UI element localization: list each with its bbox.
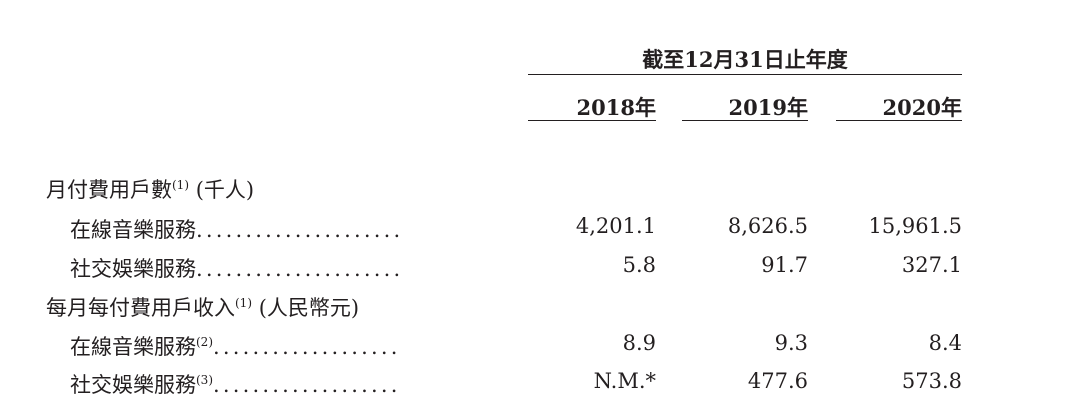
footnote-marker: (1) xyxy=(172,178,189,192)
section-title-paying-users: 月付費用戶數(1) (千人) xyxy=(46,174,254,204)
cell-value: 15,961.5 xyxy=(868,214,962,238)
period-header: 截至12月31日止年度 xyxy=(642,47,848,72)
dot-leader: ................... xyxy=(213,373,401,397)
cell-value: 477.6 xyxy=(747,369,808,393)
cell-value: 9.3 xyxy=(774,331,808,355)
row-label-text: 社交娛樂服務 xyxy=(70,373,196,397)
year-header-2018: 2018年 xyxy=(576,95,656,120)
section-unit: (千人) xyxy=(195,178,255,202)
cell-value: 8.4 xyxy=(928,331,962,355)
section-title-arppu: 每月每付費用戶收入(1) (人民幣元) xyxy=(46,292,359,322)
row-label: 社交娛樂服務..................... xyxy=(70,253,403,283)
section-title-text: 月付費用戶數 xyxy=(46,178,172,202)
row-label-text: 社交娛樂服務 xyxy=(70,257,196,281)
cell-value: 8,626.5 xyxy=(727,214,808,238)
year-rule-2020 xyxy=(836,120,962,121)
cell-value: 573.8 xyxy=(901,369,962,393)
year-rule-2018 xyxy=(528,120,656,121)
dot-leader: ..................... xyxy=(196,218,404,242)
dot-leader: ..................... xyxy=(196,257,404,281)
year-header-2020: 2020年 xyxy=(882,95,962,120)
section-unit: (人民幣元) xyxy=(258,296,360,320)
cell-value: 327.1 xyxy=(901,253,962,277)
cell-value: 8.9 xyxy=(622,331,656,355)
row-label-text: 在線音樂服務 xyxy=(70,335,196,359)
row-label: 在線音樂服務(2)................... xyxy=(70,331,401,361)
footnote-marker: (3) xyxy=(196,373,213,387)
cell-value: 5.8 xyxy=(622,253,656,277)
period-rule xyxy=(528,74,962,75)
cell-value: 4,201.1 xyxy=(575,214,656,238)
row-label-text: 在線音樂服務 xyxy=(70,218,196,242)
footnote-marker: (1) xyxy=(235,296,252,310)
cell-value: 91.7 xyxy=(761,253,808,277)
footnote-marker: (2) xyxy=(196,335,213,349)
cell-value: N.M.* xyxy=(593,369,656,393)
row-label: 社交娛樂服務(3)................... xyxy=(70,369,401,399)
section-title-text: 每月每付費用戶收入 xyxy=(46,296,235,320)
row-label: 在線音樂服務..................... xyxy=(70,214,403,244)
year-rule-2019 xyxy=(682,120,808,121)
dot-leader: ................... xyxy=(213,335,401,359)
year-header-2019: 2019年 xyxy=(728,95,808,120)
